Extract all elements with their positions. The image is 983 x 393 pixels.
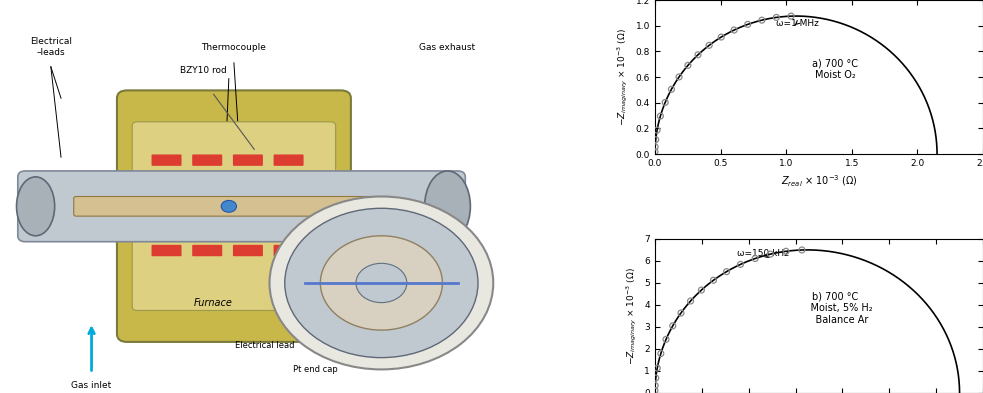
Point xyxy=(665,323,680,329)
Point xyxy=(649,127,665,133)
FancyBboxPatch shape xyxy=(117,90,351,342)
Text: Electrical
–leads: Electrical –leads xyxy=(29,37,72,57)
Y-axis label: $-Z_{imaginary}$ × 10$^{-3}$ (Ω): $-Z_{imaginary}$ × 10$^{-3}$ (Ω) xyxy=(615,28,630,126)
FancyBboxPatch shape xyxy=(151,245,182,256)
Text: ω=150 kHz: ω=150 kHz xyxy=(737,249,788,258)
FancyBboxPatch shape xyxy=(151,154,182,166)
Text: Electrical lead: Electrical lead xyxy=(235,342,294,350)
Point xyxy=(779,248,794,254)
Point xyxy=(763,251,779,257)
Point xyxy=(683,298,699,304)
FancyBboxPatch shape xyxy=(133,122,335,310)
Point xyxy=(653,351,668,357)
Point xyxy=(653,113,668,119)
FancyBboxPatch shape xyxy=(273,245,304,256)
Y-axis label: $-Z_{imaginary}$ × 10$^{-3}$ (Ω): $-Z_{imaginary}$ × 10$^{-3}$ (Ω) xyxy=(624,267,639,365)
FancyBboxPatch shape xyxy=(74,196,394,216)
Text: ω=1 MHz: ω=1 MHz xyxy=(776,18,819,28)
Point xyxy=(794,247,810,253)
Point xyxy=(726,27,742,33)
FancyBboxPatch shape xyxy=(193,154,222,166)
Text: Thermocouple: Thermocouple xyxy=(202,43,266,51)
Circle shape xyxy=(221,200,237,212)
FancyBboxPatch shape xyxy=(193,245,222,256)
Point xyxy=(706,277,722,283)
Point xyxy=(714,34,729,40)
Point xyxy=(783,13,799,19)
Point xyxy=(680,62,696,68)
Text: a) 700 °C
Moist O₂: a) 700 °C Moist O₂ xyxy=(812,59,858,80)
Point xyxy=(754,17,770,23)
Point xyxy=(690,51,706,58)
Point xyxy=(732,261,748,268)
FancyBboxPatch shape xyxy=(233,154,262,166)
Circle shape xyxy=(285,208,478,358)
Point xyxy=(647,387,663,393)
Point xyxy=(664,86,679,92)
Point xyxy=(694,287,710,293)
Point xyxy=(673,310,689,316)
Point xyxy=(671,74,687,80)
Point xyxy=(647,382,663,389)
X-axis label: $Z_{real}$ × 10$^{-3}$ (Ω): $Z_{real}$ × 10$^{-3}$ (Ω) xyxy=(781,174,857,189)
FancyBboxPatch shape xyxy=(18,171,465,242)
Point xyxy=(647,144,663,150)
Point xyxy=(747,255,763,262)
Point xyxy=(701,42,717,48)
Text: Gas inlet: Gas inlet xyxy=(72,381,112,389)
Point xyxy=(648,375,664,381)
Text: Pt end cap: Pt end cap xyxy=(293,365,337,374)
Point xyxy=(658,99,673,106)
Text: BZY10 rod: BZY10 rod xyxy=(180,66,227,75)
Circle shape xyxy=(269,196,493,369)
Point xyxy=(648,136,664,143)
Circle shape xyxy=(356,263,407,303)
Text: b) 700 °C
    Moist, 5% H₂
    Balance Ar: b) 700 °C Moist, 5% H₂ Balance Ar xyxy=(798,292,873,325)
Point xyxy=(647,149,663,155)
Text: Furnace: Furnace xyxy=(194,298,233,308)
Point xyxy=(659,336,674,343)
FancyBboxPatch shape xyxy=(273,154,304,166)
Ellipse shape xyxy=(425,171,471,242)
Point xyxy=(769,14,784,20)
FancyBboxPatch shape xyxy=(233,245,262,256)
Point xyxy=(740,21,756,28)
Point xyxy=(650,365,665,371)
Circle shape xyxy=(320,236,442,330)
Ellipse shape xyxy=(17,177,55,236)
Point xyxy=(719,268,734,275)
Text: Gas exhaust: Gas exhaust xyxy=(420,43,476,51)
